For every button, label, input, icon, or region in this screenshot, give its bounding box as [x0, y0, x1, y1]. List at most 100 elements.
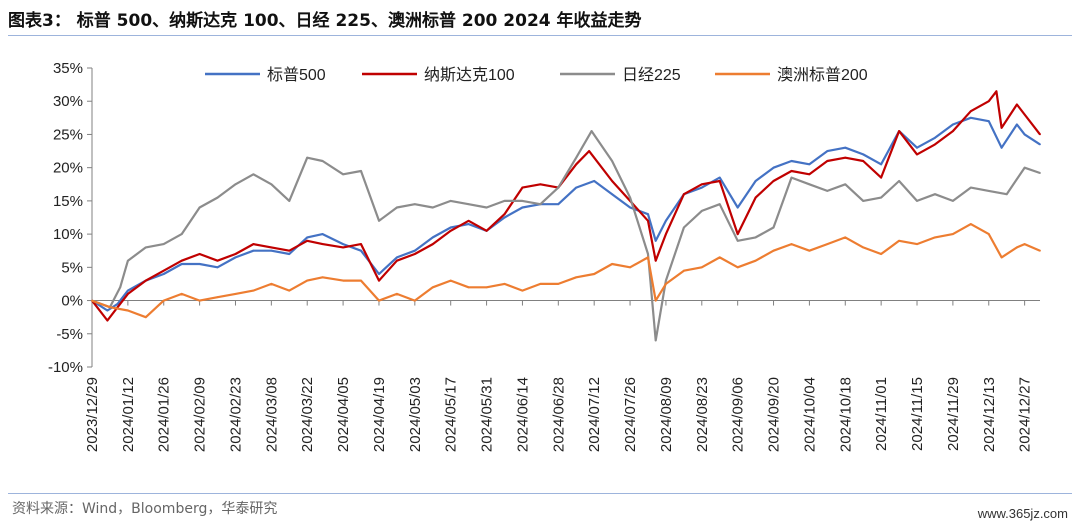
data-point	[360, 279, 362, 282]
data-point	[826, 160, 829, 162]
data-point	[826, 243, 829, 246]
data-point	[718, 256, 721, 259]
data-point	[180, 263, 183, 265]
data-point	[575, 186, 578, 189]
data-point	[198, 299, 201, 302]
data-point	[588, 150, 590, 152]
data-point	[969, 223, 972, 226]
data-point	[91, 299, 93, 302]
data-point	[431, 286, 434, 289]
data-point	[575, 276, 578, 279]
data-point	[521, 186, 524, 189]
data-point	[790, 160, 793, 162]
data-point	[216, 196, 219, 199]
data-point	[647, 213, 649, 216]
data-point	[916, 153, 918, 156]
x-tick-label: 2024/01/26	[156, 377, 173, 452]
data-point	[611, 263, 613, 265]
x-tick-label: 2024/06/28	[550, 377, 567, 452]
x-tick-label: 2024/10/04	[801, 377, 818, 452]
data-point	[162, 269, 165, 272]
data-point	[234, 293, 237, 295]
data-point	[754, 196, 757, 199]
series-line	[91, 130, 1041, 342]
data-point	[808, 183, 811, 186]
data-point	[987, 120, 990, 123]
data-point	[611, 180, 613, 182]
data-point	[413, 299, 416, 302]
series-line	[91, 90, 1041, 322]
series-group	[91, 130, 1041, 342]
data-point	[898, 180, 900, 182]
x-tick-label: 2024/11/01	[873, 377, 890, 451]
data-point	[216, 266, 219, 269]
data-point	[252, 289, 255, 292]
data-point	[736, 233, 739, 236]
x-tick-label: 2024/07/26	[622, 377, 639, 452]
data-point	[127, 259, 129, 262]
data-point	[862, 200, 865, 202]
data-point	[736, 239, 739, 242]
data-point	[396, 293, 398, 295]
data-point	[611, 193, 613, 196]
data-point	[449, 200, 452, 202]
data-point	[718, 180, 721, 182]
data-point	[270, 249, 273, 252]
data-point	[647, 253, 649, 255]
data-point	[162, 273, 165, 275]
data-point	[321, 160, 324, 162]
data-point	[413, 203, 416, 206]
data-point	[808, 173, 811, 176]
data-point	[665, 279, 667, 282]
chart-legend: 标普500 纳斯达克100 日经225 澳洲标普200	[205, 66, 868, 84]
data-point	[995, 90, 998, 93]
x-tick-label: 2024/09/20	[766, 377, 783, 452]
data-point	[288, 249, 291, 252]
data-point	[521, 289, 524, 292]
data-point	[321, 243, 324, 246]
data-point	[360, 170, 362, 172]
data-point	[654, 339, 657, 342]
data-point	[1039, 172, 1041, 174]
data-point	[1023, 243, 1026, 246]
data-point	[127, 289, 129, 292]
data-point	[378, 219, 380, 222]
data-point	[844, 183, 847, 186]
x-tick-label: 2024/07/12	[586, 377, 603, 452]
legend-label: 澳洲标普200	[777, 66, 868, 84]
x-tick-label: 2024/05/31	[479, 377, 496, 452]
data-point	[109, 306, 111, 309]
data-point	[321, 233, 324, 236]
series-group	[91, 223, 1041, 319]
x-tick-label: 2024/02/23	[227, 377, 244, 452]
data-point	[342, 246, 344, 249]
data-point	[180, 259, 183, 262]
data-point	[718, 176, 721, 179]
data-point	[321, 276, 324, 279]
data-point	[654, 299, 657, 302]
data-point	[449, 229, 452, 232]
data-point	[342, 243, 344, 246]
data-point	[826, 190, 829, 192]
data-point	[575, 163, 578, 166]
data-point	[396, 256, 398, 259]
data-point	[378, 299, 380, 302]
data-point	[1023, 166, 1026, 169]
data-point	[162, 243, 165, 246]
data-point	[952, 130, 954, 132]
data-point	[718, 203, 721, 206]
legend-label: 纳斯达克100	[424, 66, 515, 84]
data-point	[880, 163, 882, 166]
x-tick-label: 2024/09/06	[730, 377, 747, 452]
data-point	[1005, 193, 1008, 196]
y-tick-label: 20%	[53, 160, 83, 177]
data-point	[106, 319, 109, 322]
data-point	[772, 180, 775, 182]
data-point	[234, 256, 237, 259]
x-tick-label: 2023/12/29	[84, 377, 101, 452]
data-point	[772, 166, 775, 169]
data-point	[1039, 249, 1041, 252]
data-point	[144, 279, 147, 282]
y-tick-label: 0%	[61, 293, 83, 310]
data-point	[503, 216, 506, 219]
